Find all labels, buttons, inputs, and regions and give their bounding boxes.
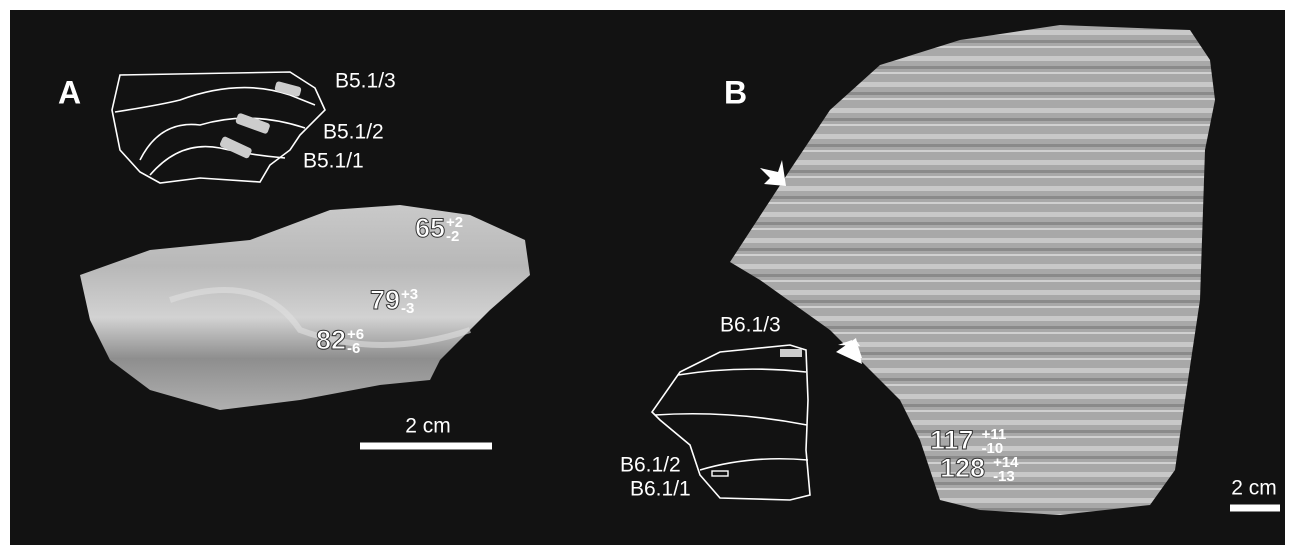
age-minus: -2 (446, 228, 459, 245)
scale-label: 2 cm (405, 415, 451, 438)
panel-label: B (724, 74, 747, 110)
sample-label: B6.1/1 (630, 478, 691, 501)
age-value: 128 (940, 453, 985, 483)
age-value: 117 (930, 425, 974, 455)
scale-label: 2 cm (1231, 477, 1277, 500)
sample-label: B5.1/3 (335, 70, 396, 93)
sample-label: B6.1/3 (720, 314, 781, 337)
sample-label: B6.1/2 (620, 454, 681, 477)
age-value: 65 (415, 213, 445, 243)
age-minus: -13 (993, 468, 1015, 485)
sample-label: B5.1/1 (303, 150, 364, 173)
age-minus: -6 (347, 340, 360, 357)
panel-label: A (58, 74, 81, 110)
figure: A B5.1/3 B5.1/2 B5.1/1 65+2-279+3-382+6-… (0, 0, 1295, 555)
age-value: 82 (316, 325, 346, 355)
sample-label: B5.1/2 (323, 121, 384, 144)
age-minus: -3 (401, 300, 414, 317)
age-value: 79 (370, 285, 400, 315)
